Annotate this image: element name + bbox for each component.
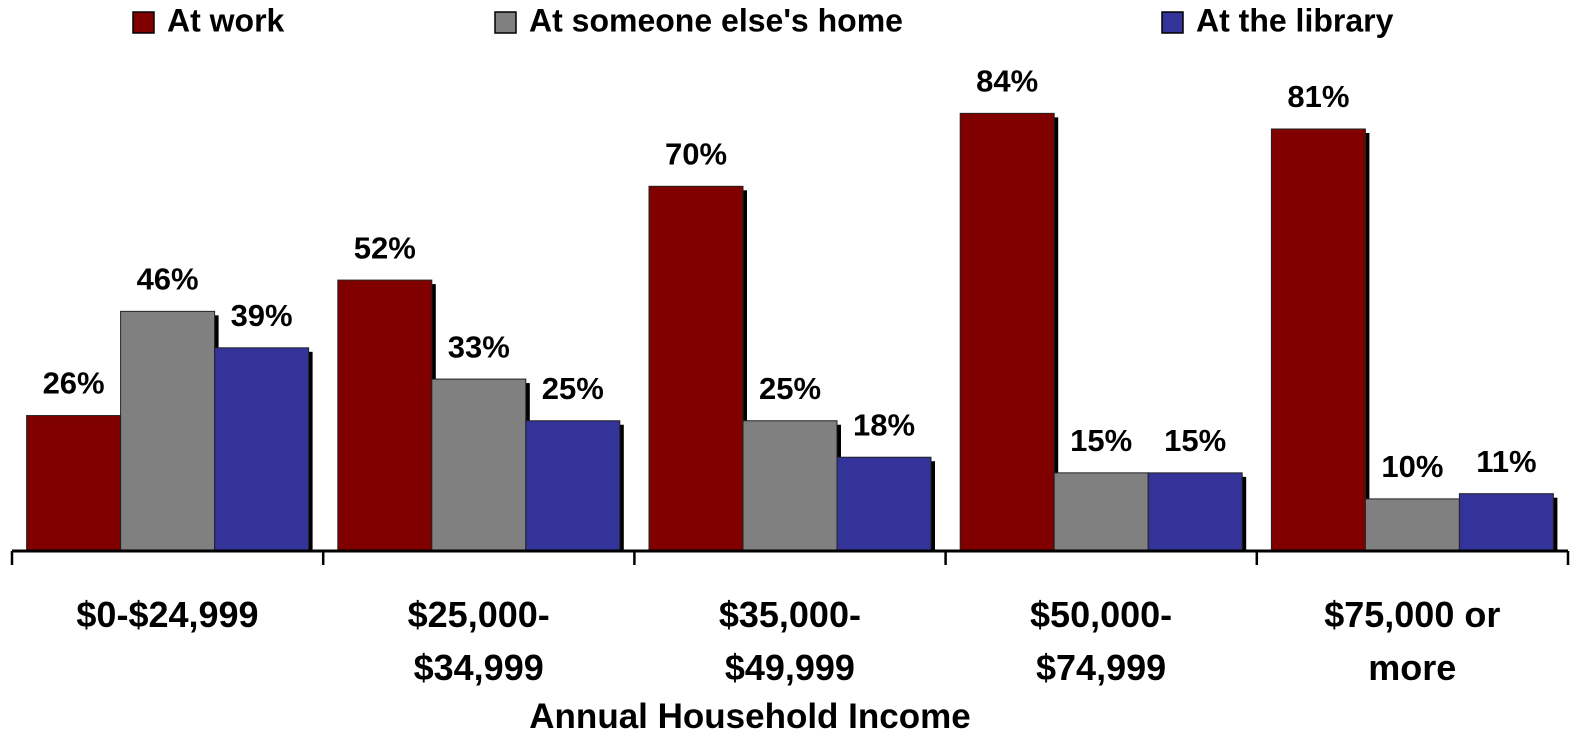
bar (836, 456, 932, 552)
data-label: 70% (665, 136, 727, 171)
legend-swatch (1161, 11, 1184, 34)
data-label: 18% (853, 407, 915, 442)
x-tick-label: $0-$24,999 (76, 594, 259, 635)
x-tick-label: $50,000- $74,999 (1030, 594, 1173, 688)
data-label: 84% (976, 64, 1038, 99)
bar (1270, 128, 1366, 552)
legend-swatch (494, 11, 517, 34)
data-label: 15% (1164, 423, 1226, 458)
data-label: 46% (137, 262, 199, 297)
data-label: 15% (1070, 423, 1132, 458)
data-label: 81% (1287, 79, 1349, 114)
bar (431, 378, 527, 552)
bar (959, 112, 1055, 552)
x-tick-label: $75,000 or more (1324, 594, 1501, 688)
data-label: 26% (43, 366, 105, 401)
bar (1053, 472, 1149, 552)
data-label: 10% (1381, 449, 1443, 484)
data-label: 11% (1476, 444, 1536, 479)
data-label: 25% (759, 371, 821, 406)
bar (1458, 493, 1554, 552)
bar (525, 420, 621, 552)
bar (337, 279, 433, 552)
data-label: 33% (448, 329, 510, 364)
data-label: 25% (542, 371, 604, 406)
bar (742, 420, 838, 552)
x-tick-label: $35,000- $49,999 (718, 594, 861, 688)
bar (26, 415, 122, 552)
bar (120, 310, 216, 552)
legend-label: At the library (1196, 2, 1394, 38)
x-axis-title: Annual Household Income (529, 697, 971, 736)
data-label: 52% (354, 230, 416, 265)
legend-swatch (132, 11, 155, 34)
legend-label: At work (167, 2, 285, 38)
data-label: 39% (231, 298, 293, 333)
x-tick-label: $25,000- $34,999 (407, 594, 550, 688)
bar (648, 185, 744, 552)
bar (1364, 498, 1460, 552)
legend-label: At someone else's home (529, 2, 903, 38)
bar (214, 347, 310, 552)
bar (1147, 472, 1243, 552)
